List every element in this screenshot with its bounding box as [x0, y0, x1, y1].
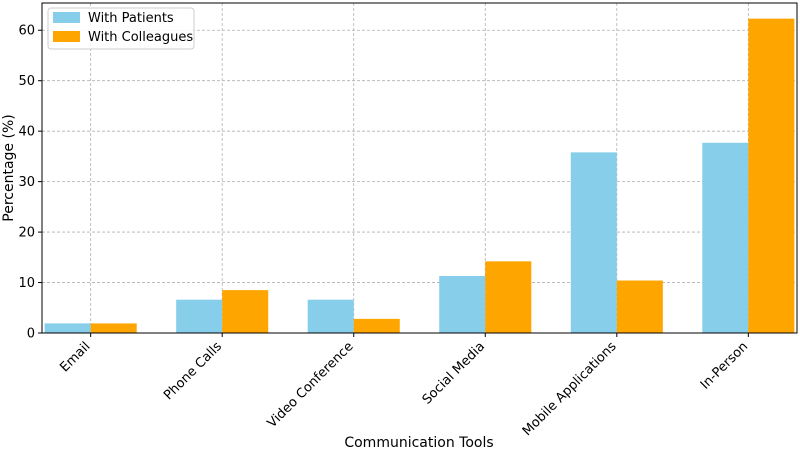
y-axis-ticks: 0 10 20 30 40 50 60	[18, 24, 42, 342]
x-axis-ticks: Email Phone Calls Video Conference Social M…	[57, 333, 751, 439]
y-tick-label-10: 10	[18, 276, 35, 291]
bar-with-patients-video-conference	[307, 299, 354, 333]
legend-swatch-with-patients	[53, 12, 80, 23]
y-axis-title: Percentage (%)	[1, 114, 17, 221]
y-tick-label-20: 20	[18, 226, 35, 241]
x-tick-label-mobile-applications: Mobile Applications	[520, 339, 620, 439]
x-tick-label-phone-calls: Phone Calls	[161, 339, 225, 403]
legend-box	[47, 7, 195, 50]
y-tick-label-60: 60	[18, 24, 35, 39]
x-tick-label-video-conference: Video Conference	[265, 339, 357, 431]
x-tick-label-social-media: Social Media	[420, 339, 488, 407]
bar-with-colleagues-mobile-applications	[616, 280, 663, 333]
bar-with-colleagues-email	[90, 323, 137, 333]
x-axis-title: Communication Tools	[344, 435, 493, 449]
x-tick-label-email: Email	[57, 339, 93, 375]
bar-with-patients-phone-calls	[176, 299, 223, 333]
axes	[41, 2, 798, 334]
bar-with-patients-social-media	[439, 275, 486, 333]
bar-with-patients-in-person	[702, 142, 749, 333]
bars	[44, 18, 795, 333]
legend: With Patients With Colleagues	[47, 7, 195, 50]
bar-with-patients-email	[44, 323, 91, 333]
bar-with-colleagues-in-person	[748, 18, 795, 333]
bar-with-colleagues-video-conference	[353, 318, 400, 333]
y-tick-label-40: 40	[18, 125, 35, 140]
bar-with-patients-mobile-applications	[570, 152, 617, 333]
legend-label-with-patients: With Patients	[88, 11, 174, 26]
y-tick-label-30: 30	[18, 175, 35, 190]
x-tick-label-in-person: In-Person	[698, 339, 751, 392]
legend-swatch-with-colleagues	[53, 31, 80, 42]
bar-with-colleagues-phone-calls	[222, 290, 269, 333]
legend-label-with-colleagues: With Colleagues	[88, 30, 193, 45]
plot-frame	[41, 2, 798, 334]
grid-lines	[42, 3, 797, 334]
y-tick-label-50: 50	[18, 74, 35, 89]
bar-with-colleagues-social-media	[485, 261, 532, 333]
y-tick-label-0: 0	[27, 327, 35, 342]
